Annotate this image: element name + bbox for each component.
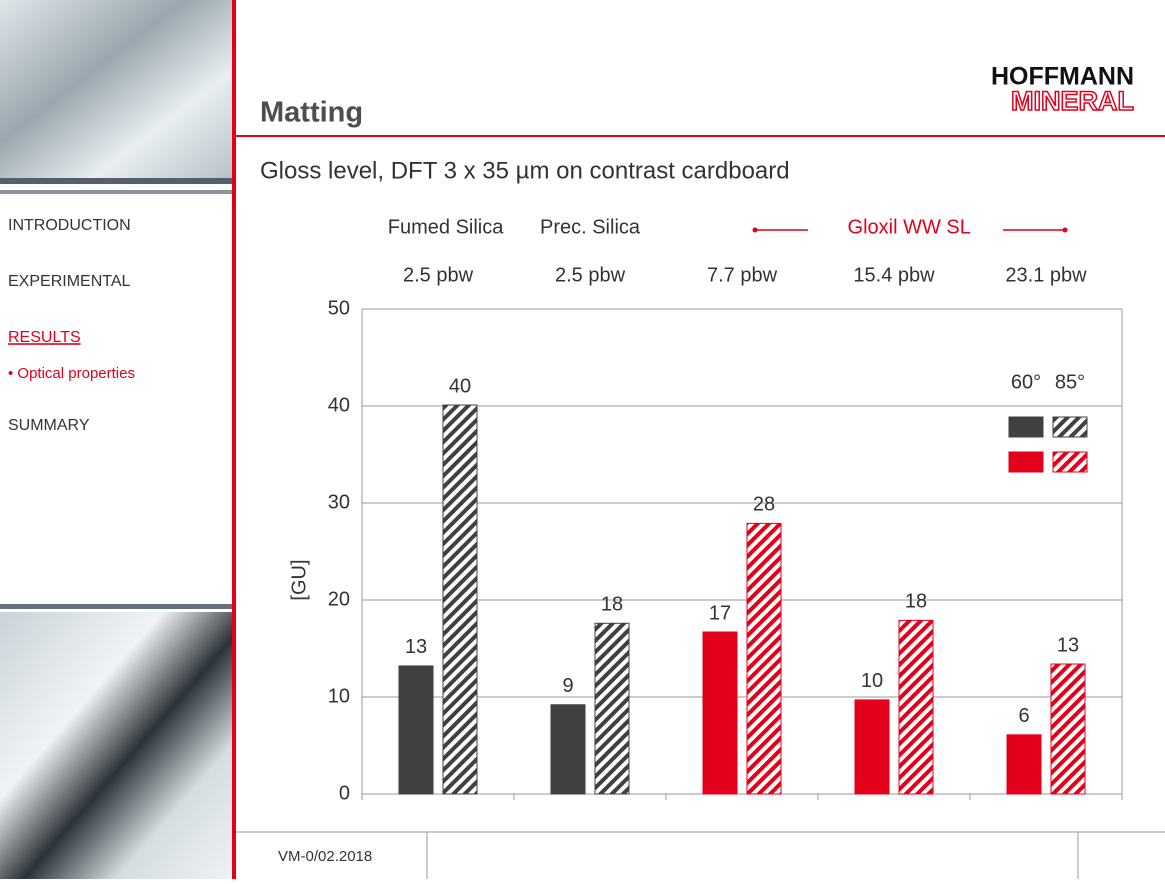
- value-label: 13: [405, 636, 427, 658]
- category-label: 7.7 pbw: [707, 264, 778, 286]
- nav-item[interactable]: SUMMARY: [8, 417, 90, 434]
- legend-swatch: [1052, 451, 1088, 473]
- y-axis-label: [GU]: [288, 559, 310, 600]
- bar: [550, 704, 586, 795]
- category-label: 15.4 pbw: [853, 264, 935, 286]
- bar: [398, 665, 434, 795]
- subtitle: Gloss level, DFT 3 x 35 µm on contrast c…: [260, 157, 790, 184]
- nav-item[interactable]: • Optical properties: [8, 365, 135, 382]
- bar: [702, 631, 738, 795]
- legend-label: 85°: [1055, 371, 1085, 393]
- value-label: 10: [861, 670, 883, 692]
- category-label: 2.5 pbw: [403, 264, 474, 286]
- value-label: 9: [562, 675, 573, 697]
- sidebar-stripe: [0, 604, 232, 609]
- y-tick-label: 0: [339, 782, 350, 804]
- group-bracket-dot: [752, 227, 758, 233]
- bar: [594, 622, 630, 795]
- sidebar-image: [0, 612, 232, 879]
- y-tick-label: 30: [328, 491, 350, 513]
- header-rule: [236, 135, 1165, 137]
- legend-label: 60°: [1011, 371, 1041, 393]
- slide-title: Matting: [260, 97, 363, 129]
- logo: MINERAL: [1011, 86, 1134, 116]
- category-label: 23.1 pbw: [1005, 264, 1087, 286]
- value-label: 13: [1057, 634, 1079, 656]
- bar: [442, 404, 478, 795]
- sidebar-stripe: [0, 178, 232, 184]
- group-label: Fumed Silica: [388, 216, 504, 238]
- bar: [898, 619, 934, 795]
- nav-item[interactable]: INTRODUCTION: [8, 217, 131, 234]
- group-label: Prec. Silica: [540, 216, 641, 238]
- y-tick-label: 10: [328, 685, 350, 707]
- legend-swatch: [1052, 416, 1088, 438]
- nav-item[interactable]: RESULTS: [8, 329, 81, 346]
- value-label: 18: [905, 591, 927, 613]
- group-label: Gloxil WW SL: [848, 216, 971, 238]
- value-label: 18: [601, 594, 623, 616]
- legend-swatch: [1008, 451, 1044, 473]
- value-label: 40: [449, 375, 471, 397]
- value-label: 17: [709, 602, 731, 624]
- group-bracket-dot: [1062, 227, 1068, 233]
- logo: HOFFMANN: [991, 63, 1134, 91]
- category-label: 2.5 pbw: [555, 264, 626, 286]
- y-tick-label: 20: [328, 588, 350, 610]
- bar: [1050, 663, 1086, 795]
- bar: [1006, 734, 1042, 795]
- sidebar-image: [0, 0, 232, 178]
- bar: [854, 699, 890, 795]
- value-label: 6: [1018, 705, 1029, 727]
- y-tick-label: 50: [328, 297, 350, 319]
- y-tick-label: 40: [328, 394, 350, 416]
- value-label: 28: [753, 494, 775, 516]
- sidebar-stripe: [0, 190, 232, 194]
- nav-item[interactable]: EXPERIMENTAL: [8, 273, 131, 290]
- sidebar-divider: [232, 0, 236, 879]
- legend-swatch: [1008, 416, 1044, 438]
- footer-code: VM-0/02.2018: [278, 848, 372, 865]
- bar: [746, 522, 782, 795]
